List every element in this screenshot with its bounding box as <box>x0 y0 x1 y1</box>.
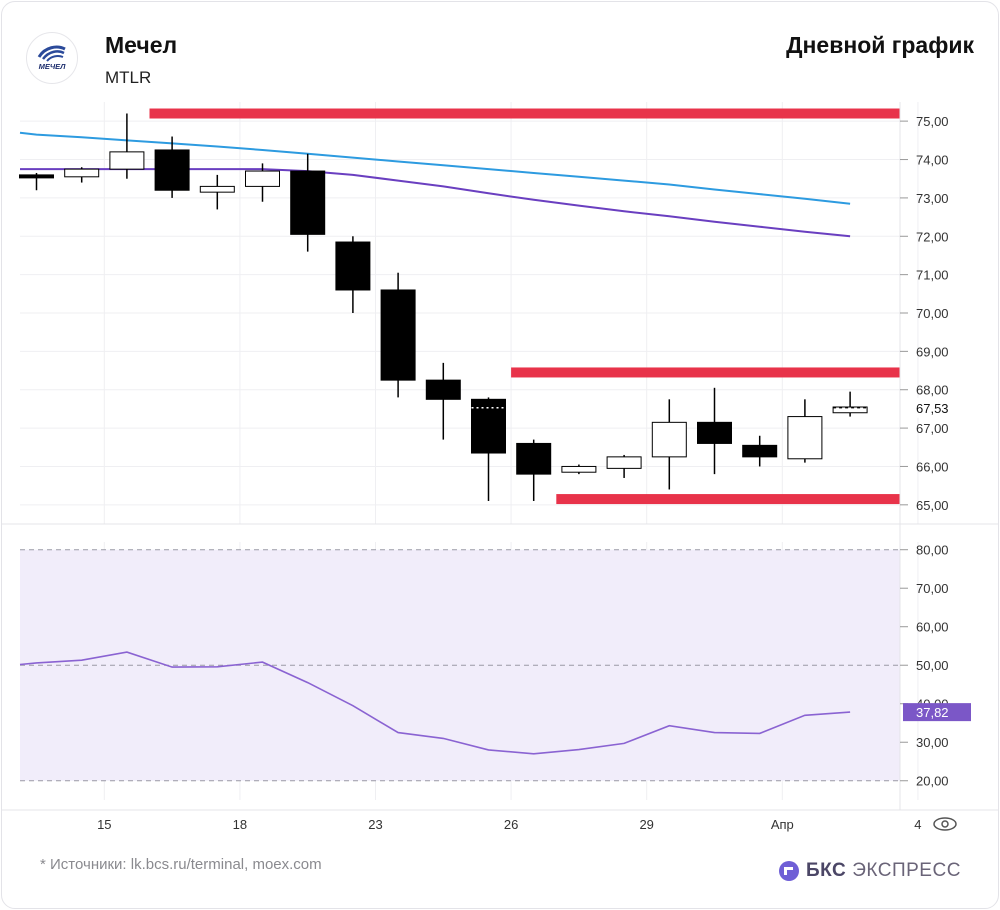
candle <box>516 439 552 501</box>
rsi-tick-label: 30,00 <box>916 735 949 750</box>
candle <box>335 236 371 313</box>
ma-slow-line <box>20 168 851 238</box>
price-tick-label: 75,00 <box>916 114 949 129</box>
level-support <box>556 494 900 505</box>
candles <box>19 113 868 501</box>
candle <box>561 464 597 475</box>
brand-text: БКС ЭКСПРЕСС <box>806 860 961 882</box>
candle <box>832 391 868 417</box>
mechel-logo-icon: МЕЧЕЛ <box>37 45 67 71</box>
candle-body <box>290 170 326 235</box>
candle <box>109 113 145 179</box>
candle <box>651 399 687 490</box>
last-price-box <box>905 397 971 418</box>
brand-name: ЭКСПРЕСС <box>852 860 961 881</box>
candle-body <box>64 168 100 178</box>
candle-body <box>245 170 280 187</box>
time-tick-label: 18 <box>233 817 247 832</box>
time-tick-label: 29 <box>639 817 653 832</box>
candle <box>290 153 326 252</box>
price-tick-label: 69,00 <box>916 344 949 359</box>
price-tick-label: 73,00 <box>916 191 949 206</box>
rsi-line <box>19 651 851 755</box>
candle <box>471 397 506 501</box>
candle <box>64 167 100 183</box>
brand-logo: БКС ЭКСПРЕСС <box>778 860 961 882</box>
candle <box>245 163 280 202</box>
price-tick-label: 67,00 <box>916 421 949 436</box>
price-tick-label: 74,00 <box>916 153 949 168</box>
bcs-logo-icon <box>779 861 799 881</box>
eye-icon[interactable] <box>933 817 957 831</box>
rsi-tick-label: 20,00 <box>916 774 949 789</box>
candle-body <box>651 421 687 458</box>
price-axis: 75,00 74,00 73,00 72,00 71,00 70,00 69,00 68,00… <box>900 114 949 513</box>
candle <box>697 387 732 475</box>
candle-body <box>516 442 552 475</box>
time-tick-label: 4 <box>914 817 921 832</box>
candle <box>787 399 823 463</box>
candle <box>742 435 778 467</box>
company-logo: МЕЧЕЛ <box>26 32 78 84</box>
price-tick-label: 72,00 <box>916 229 949 244</box>
time-tick-label: 26 <box>504 817 518 832</box>
candle-body <box>335 241 371 291</box>
candle-body <box>561 465 597 473</box>
candle <box>380 272 416 398</box>
candle-body <box>19 174 54 179</box>
candle <box>19 172 54 191</box>
price-tick-label: 65,00 <box>916 498 949 513</box>
time-tick-label: Апр <box>771 817 794 832</box>
candle <box>606 454 642 478</box>
brand-short: БКС <box>806 860 847 881</box>
last-price-tag: 67,53 <box>471 397 971 418</box>
candle <box>199 174 235 210</box>
candle-body <box>380 289 416 381</box>
rsi-tick-label: 60,00 <box>916 620 949 635</box>
candle-body <box>154 149 190 191</box>
candle-body <box>787 416 823 460</box>
candle-body <box>832 406 868 414</box>
rsi-last-tag: 37,82 <box>903 703 971 722</box>
chart-title: Дневной график <box>786 32 974 58</box>
source-note: * Источники: lk.bcs.ru/terminal, moex.co… <box>40 856 322 873</box>
price-tick-label: 68,00 <box>916 383 949 398</box>
candle-body <box>606 456 642 469</box>
candle-body <box>199 185 235 193</box>
logo-wordmark: МЕЧЕЛ <box>39 62 67 71</box>
rsi-tick-label: 80,00 <box>916 543 949 558</box>
rsi-last-label: 37,82 <box>916 705 949 720</box>
candle <box>154 136 190 198</box>
price-tick-label: 66,00 <box>916 459 949 474</box>
candle <box>425 362 461 440</box>
company-name: Мечел <box>105 32 178 58</box>
ma-fast-line <box>19 131 851 205</box>
price-tick-label: 70,00 <box>916 306 949 321</box>
rsi-last-box <box>903 703 971 722</box>
price-chart[interactable]: 75,00 74,00 73,00 72,00 71,00 70,00 69,00 68,00… <box>2 2 999 852</box>
time-tick-label: 23 <box>368 817 382 832</box>
header: МЕЧЕЛ Мечел MTLR Дневной график <box>2 2 998 102</box>
candle-body <box>425 379 461 400</box>
ticker-symbol: MTLR <box>105 68 152 87</box>
level-lines <box>149 108 900 505</box>
candle-body <box>109 151 145 170</box>
price-tick-label: 71,00 <box>916 268 949 283</box>
last-price-label: 67,53 <box>916 401 949 416</box>
rsi-tick-label: 50,00 <box>916 658 949 673</box>
time-axis: 15 18 23 26 29 Апр 4 <box>97 817 921 832</box>
level-resistance-mid <box>511 367 900 378</box>
level-resistance-top <box>149 108 900 119</box>
rsi-tick-label: 70,00 <box>916 581 949 596</box>
candle-body <box>697 421 732 444</box>
candle-body <box>742 444 778 458</box>
time-tick-label: 15 <box>97 817 111 832</box>
